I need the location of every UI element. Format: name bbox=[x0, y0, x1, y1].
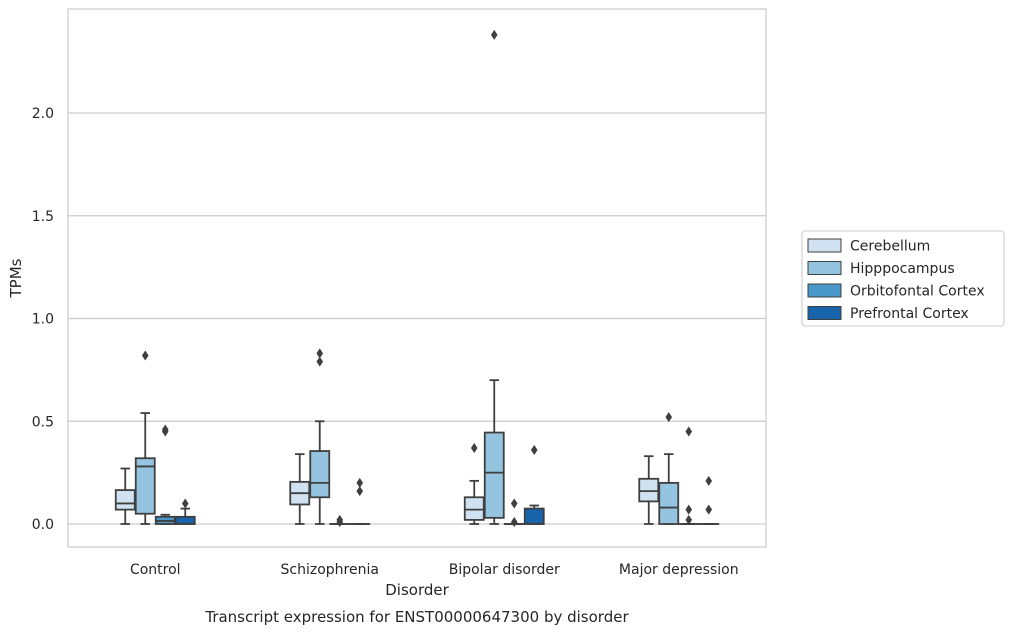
outlier-point bbox=[161, 424, 169, 435]
box-body bbox=[658, 481, 680, 525]
series-orbitofontal-cortex bbox=[154, 424, 700, 527]
box-body bbox=[638, 477, 660, 503]
outlier-point bbox=[490, 29, 498, 40]
outlier-point bbox=[356, 477, 364, 488]
series-hipppocampus bbox=[134, 29, 680, 525]
series-prefrontal-cortex bbox=[174, 445, 720, 525]
box-mark bbox=[638, 455, 660, 525]
outlier-point bbox=[705, 504, 713, 515]
legend-label: Cerebellum bbox=[850, 239, 930, 255]
y-tick-labels: 0.0 0.5 1.0 1.5 2.0 bbox=[32, 106, 54, 533]
x-tick-label: Major depression bbox=[619, 562, 739, 578]
outlier-point bbox=[181, 498, 189, 509]
box-mark bbox=[329, 514, 351, 527]
outlier-point bbox=[705, 475, 713, 486]
x-tick-labels: Control Schizophrenia Bipolar disorder Majo… bbox=[130, 562, 739, 578]
outlier-point bbox=[685, 426, 693, 437]
outlier-point bbox=[530, 445, 538, 456]
outlier-point bbox=[685, 504, 693, 515]
outlier-point bbox=[356, 486, 364, 497]
outlier-point bbox=[470, 442, 478, 453]
y-tick-label: 2.0 bbox=[32, 106, 54, 122]
box-mark bbox=[523, 445, 545, 525]
box-body bbox=[523, 507, 545, 525]
y-gridlines bbox=[68, 112, 766, 525]
outlier-point bbox=[336, 514, 344, 525]
box-mark bbox=[289, 453, 311, 525]
box-body bbox=[134, 457, 156, 515]
x-tick-label: Bipolar disorder bbox=[449, 562, 560, 578]
legend-label: Hipppocampus bbox=[850, 261, 955, 277]
box-mark bbox=[309, 348, 331, 525]
y-tick-label: 0.5 bbox=[32, 414, 54, 430]
outlier-point bbox=[141, 350, 149, 361]
box-mark bbox=[483, 29, 505, 525]
outlier-point bbox=[510, 498, 518, 509]
outlier-point bbox=[685, 514, 693, 525]
outlier-point bbox=[510, 516, 518, 527]
legend-swatch bbox=[807, 238, 842, 253]
y-tick-label: 1.0 bbox=[32, 312, 54, 328]
box-mark bbox=[134, 350, 156, 525]
box-body bbox=[463, 496, 485, 521]
box-body bbox=[483, 431, 505, 519]
box-mark bbox=[698, 475, 720, 525]
series-cerebellum bbox=[114, 442, 660, 525]
legend-frame bbox=[801, 230, 1005, 327]
outlier-point bbox=[316, 356, 324, 367]
plot-area-frame bbox=[67, 8, 767, 548]
box-mark bbox=[174, 498, 196, 525]
box-body bbox=[309, 450, 331, 499]
box-mark bbox=[154, 424, 176, 525]
y-tick-label: 0.0 bbox=[32, 517, 54, 533]
legend-label: Orbitofontal Cortex bbox=[850, 284, 985, 300]
chart-caption: Transcript expression for ENST0000064730… bbox=[204, 608, 629, 626]
box-mark bbox=[658, 412, 680, 525]
box-body bbox=[114, 489, 136, 511]
legend-swatch bbox=[807, 306, 842, 320]
box-mark bbox=[678, 426, 700, 525]
box-mark bbox=[463, 442, 485, 525]
y-axis-label: TPMs bbox=[7, 258, 25, 298]
legend: Cerebellum Hipppocampus Orbitofontal Corte… bbox=[801, 230, 1005, 327]
y-tick-label: 1.5 bbox=[32, 209, 54, 225]
box-mark bbox=[349, 477, 371, 525]
x-axis-label: Disorder bbox=[385, 581, 449, 599]
outlier-point bbox=[665, 412, 673, 423]
legend-swatch bbox=[807, 283, 842, 298]
legend-label: Prefrontal Cortex bbox=[850, 306, 969, 322]
outlier-point bbox=[316, 348, 324, 359]
legend-swatch bbox=[807, 261, 842, 275]
box-mark bbox=[503, 498, 525, 527]
box-mark bbox=[114, 467, 136, 525]
x-tick-label: Control bbox=[130, 562, 181, 578]
box-series-group bbox=[114, 29, 720, 527]
box-body bbox=[174, 515, 196, 525]
x-tick-label: Schizophrenia bbox=[281, 562, 379, 578]
